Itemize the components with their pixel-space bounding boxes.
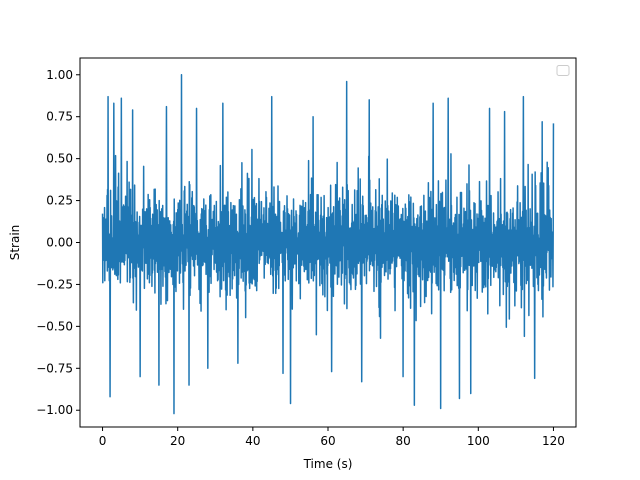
x-tick-label: 60: [320, 434, 335, 448]
strain-series-line: [101, 74, 555, 415]
y-axis-label: Strain: [8, 225, 22, 261]
y-tick-label: 0.25: [46, 194, 73, 208]
x-tick-label: 0: [99, 434, 107, 448]
legend-box: [556, 65, 570, 76]
x-tick-label: 120: [542, 434, 565, 448]
y-tick-label: 0.75: [46, 110, 73, 124]
y-tick-label: −0.50: [36, 319, 73, 333]
y-axis: −1.00 −0.75 −0.50 −0.25 0.00 0.25 0.50 0.75 1.00: [36, 68, 80, 417]
x-tick-label: 80: [396, 434, 411, 448]
x-axis: 0 20 40 60 80 100 120: [99, 427, 565, 448]
y-tick-label: 0.00: [46, 236, 73, 250]
y-tick-label: −0.75: [36, 361, 73, 375]
y-tick-label: 1.00: [46, 68, 73, 82]
y-tick-label: 0.50: [46, 152, 73, 166]
y-tick-label: −1.00: [36, 403, 73, 417]
x-tick-label: 40: [245, 434, 260, 448]
y-tick-label: −0.25: [36, 277, 73, 291]
x-tick-label: 20: [170, 434, 185, 448]
x-axis-label: Time (s): [303, 457, 353, 471]
plot-area: [101, 74, 555, 415]
x-tick-label: 100: [467, 434, 490, 448]
